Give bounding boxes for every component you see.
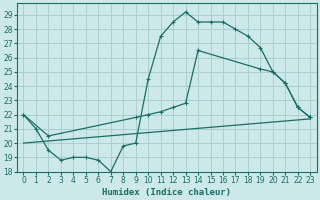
X-axis label: Humidex (Indice chaleur): Humidex (Indice chaleur) [102,188,231,197]
